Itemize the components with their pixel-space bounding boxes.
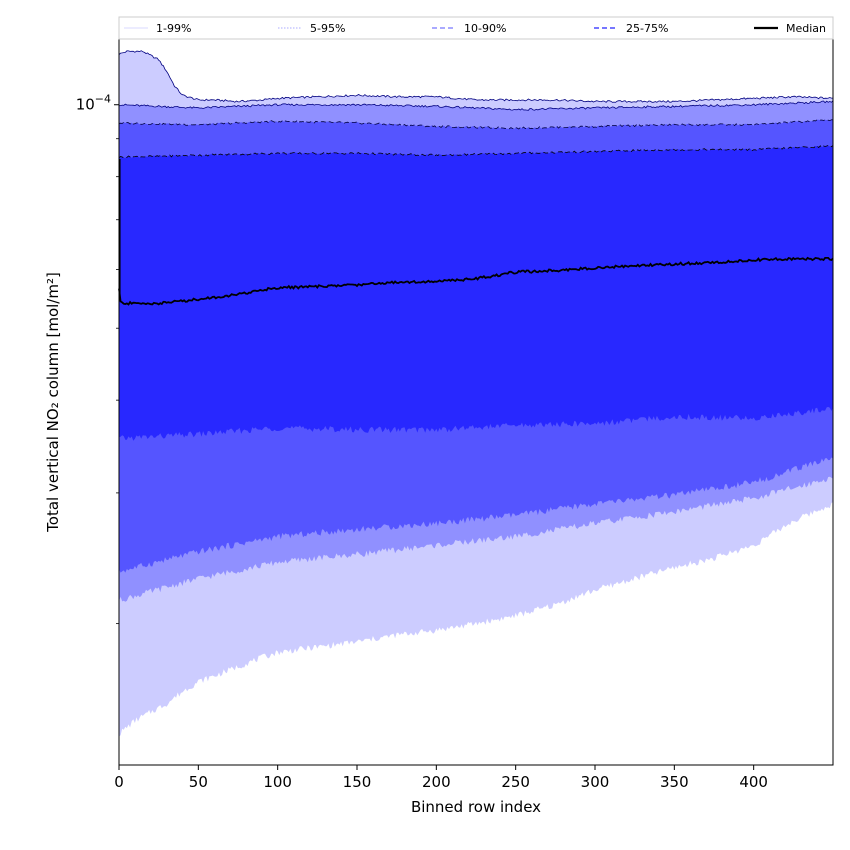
x-tick-label: 50 — [189, 773, 208, 791]
legend: 1-99% 5-95% 10-90% 25-75% Median — [118, 16, 834, 40]
legend-label: 25-75% — [626, 22, 668, 35]
x-tick-label: 100 — [263, 773, 292, 791]
legend-label: 5-95% — [310, 22, 345, 35]
legend-label: 1-99% — [156, 22, 191, 35]
y-axis-label: Total vertical NO₂ column [mol/m²] — [44, 272, 62, 533]
x-axis: 0 50 100 150 200 250 300 350 400 — [114, 765, 768, 791]
median-line — [118, 256, 834, 306]
x-tick-label: 150 — [343, 773, 372, 791]
legend-label: Median — [786, 22, 826, 35]
x-tick-label: 350 — [660, 773, 689, 791]
percentile-bands — [118, 50, 834, 737]
x-tick-label: 400 — [739, 773, 768, 791]
band-25-75%-upper-edge — [118, 144, 834, 159]
band-1-99%-upper-edge — [118, 50, 833, 103]
median-series — [118, 159, 834, 306]
legend-label: 10-90% — [464, 22, 506, 35]
band-25-75%-fill — [119, 145, 833, 441]
band-10-90%-upper-edge — [118, 119, 833, 130]
y-tick-label: 10−4 — [76, 93, 111, 114]
x-tick-label: 200 — [422, 773, 451, 791]
x-tick-label: 0 — [114, 773, 124, 791]
x-tick-label: 300 — [581, 773, 610, 791]
x-tick-label: 250 — [501, 773, 530, 791]
legend-box — [118, 16, 834, 40]
x-axis-label: Binned row index — [411, 798, 541, 816]
band-5-95%-upper-edge — [118, 100, 834, 111]
